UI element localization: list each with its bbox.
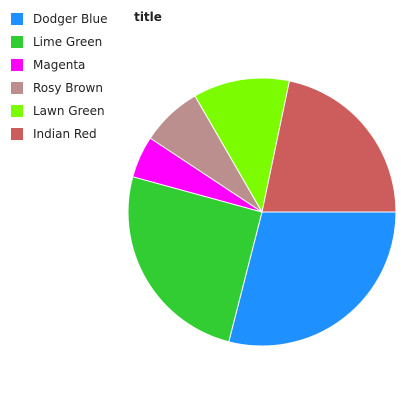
pie-slice-lawn-green [194, 77, 291, 214]
pie-slice-lime-green [127, 176, 263, 343]
legend-swatch-lime-green [11, 36, 23, 48]
legend-swatch-indian-red [11, 128, 23, 140]
legend-label-rosy-brown: Rosy Brown [33, 81, 103, 95]
legend-swatch-magenta [11, 59, 23, 71]
pie-slice-indian-red [261, 80, 397, 213]
legend: Dodger Blue Lime Green Magenta Rosy Brown La… [11, 12, 108, 141]
legend-label-lawn-green: Lawn Green [33, 104, 105, 118]
legend-label-dodger-blue: Dodger Blue [33, 12, 108, 26]
legend-label-magenta: Magenta [33, 58, 85, 72]
chart-title: title [134, 10, 162, 24]
pie-slice-dodger-blue [228, 211, 397, 347]
pie-slices [127, 77, 397, 347]
legend-label-indian-red: Indian Red [33, 127, 97, 141]
legend-swatch-lawn-green [11, 105, 23, 117]
legend-label-lime-green: Lime Green [33, 35, 102, 49]
legend-swatch-dodger-blue [11, 13, 23, 25]
legend-swatch-rosy-brown [11, 82, 23, 94]
